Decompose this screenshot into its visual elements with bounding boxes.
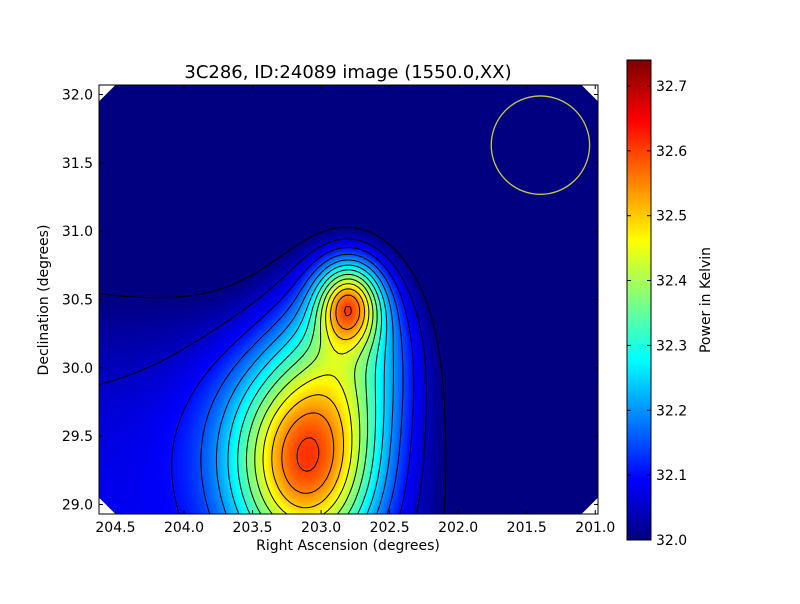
colorbar-gradient [627, 60, 651, 540]
x-tick-label: 201.0 [575, 520, 615, 536]
y-tick-label: 29.0 [62, 497, 93, 513]
corner-mask [99, 497, 116, 514]
y-tick-label: 31.0 [62, 224, 93, 240]
contour-line [99, 226, 447, 514]
x-tick-label: 202.0 [438, 520, 478, 536]
colorbar-frame [626, 59, 652, 541]
contour-line [254, 278, 374, 514]
y-axis-label: Declination (degrees) [36, 225, 52, 376]
contour-line [215, 259, 394, 514]
colorbar-tick-label: 32.4 [656, 274, 687, 290]
colorbar: 32.0 32.1 32.2 32.3 32.4 32.5 32.6 32.7 [626, 59, 687, 549]
colorbar-label: Power in Kelvin [698, 247, 714, 353]
contour-line [245, 273, 378, 514]
y-tick-label: 31.5 [62, 156, 93, 172]
corner-mask [99, 85, 116, 102]
y-tick-label: 32.0 [62, 88, 93, 104]
plot-area [98, 84, 599, 515]
x-tick-label: 204.5 [95, 520, 135, 536]
x-axis: 204.5 204.0 203.5 203.0 202.5 202.0 201.5 201.0 [95, 85, 615, 536]
y-tick-label: 30.5 [62, 293, 93, 309]
colorbar-tick-label: 32.1 [656, 468, 687, 484]
contour-line [99, 238, 427, 514]
contour-line [200, 253, 404, 514]
beam-circle [490, 95, 591, 195]
colorbar-tick-label: 32.2 [656, 403, 687, 419]
contour-line [296, 305, 352, 472]
colorbar-tick-label: 32.7 [656, 79, 687, 95]
corner-mask [581, 85, 598, 102]
x-axis-label: Right Ascension (degrees) [256, 538, 440, 554]
colorbar-ticks: 32.0 32.1 32.2 32.3 32.4 32.5 32.6 32.7 [627, 79, 687, 549]
corner-masks [99, 85, 598, 514]
y-tick-label: 30.0 [62, 361, 93, 377]
x-tick-label: 201.5 [507, 520, 547, 536]
contour-line [271, 288, 366, 509]
contour-line [227, 264, 388, 514]
contour-line [262, 283, 370, 514]
corner-mask [581, 497, 598, 514]
colorbar-tick-label: 32.0 [656, 533, 687, 549]
x-tick-label: 203.5 [232, 520, 272, 536]
y-tick-label: 29.5 [62, 429, 93, 445]
contour-lines [99, 226, 447, 514]
contour-line [281, 294, 361, 494]
colorbar-tick-label: 32.3 [656, 338, 687, 354]
contour-line [237, 269, 383, 514]
colorbar-tick-label: 32.6 [656, 144, 687, 160]
x-tick-label: 204.0 [164, 520, 204, 536]
colorbar-tick-label: 32.5 [656, 209, 687, 225]
contour-line [171, 247, 415, 514]
y-axis: 29.0 29.5 30.0 30.5 31.0 31.5 32.0 [62, 88, 598, 513]
x-tick-label: 203.0 [301, 520, 341, 536]
x-tick-label: 202.5 [370, 520, 410, 536]
heatmap-image [99, 85, 598, 514]
chart-title: 3C286, ID:24089 image (1550.0,XX) [184, 62, 511, 83]
